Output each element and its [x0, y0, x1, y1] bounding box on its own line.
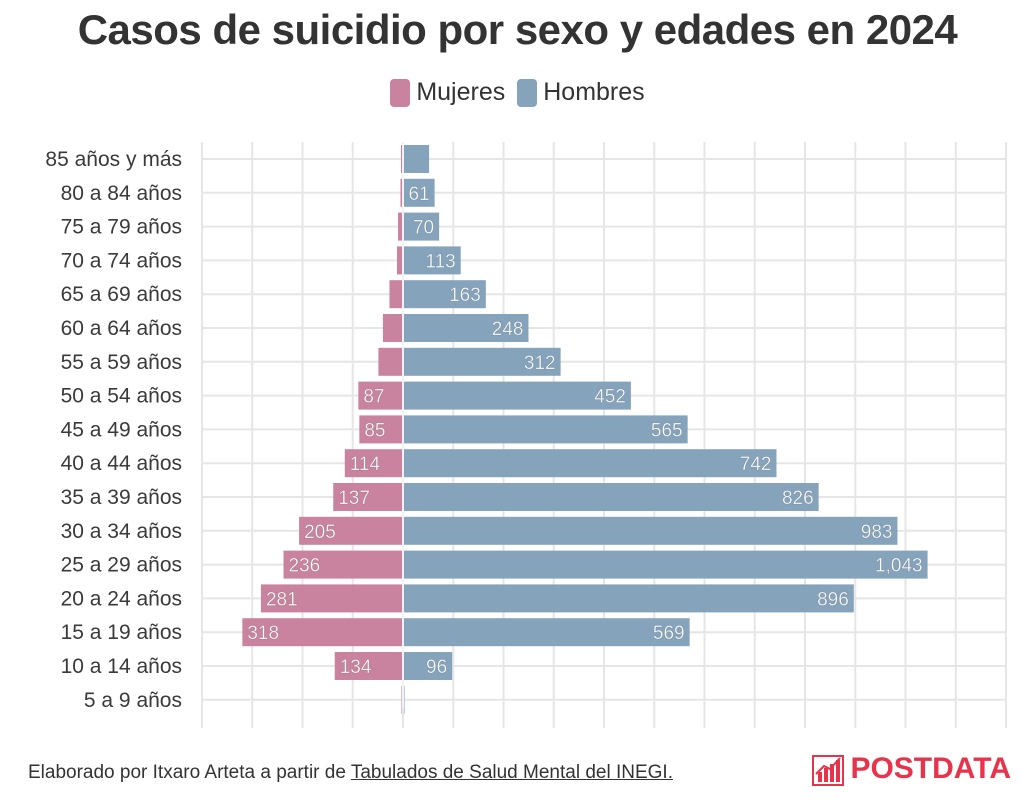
men-value-label: 248	[492, 319, 524, 340]
category-label: 80 a 84 años	[61, 182, 182, 205]
men-value-label: 983	[861, 522, 893, 543]
women-bar	[400, 145, 402, 173]
men-bar	[404, 347, 561, 376]
category-label: 55 a 59 años	[61, 351, 182, 374]
women-value-label: 318	[247, 623, 279, 644]
women-bar	[283, 550, 402, 579]
men-value-label: 163	[449, 285, 481, 306]
men-bar	[404, 584, 854, 613]
women-bar	[396, 246, 402, 275]
category-label: 85 años y más	[45, 148, 182, 171]
women-bar	[359, 415, 402, 444]
women-value-label: 236	[289, 556, 321, 577]
women-bar	[334, 652, 402, 680]
men-value-label: 113	[425, 251, 455, 272]
women-bar	[299, 516, 402, 545]
category-label: 20 a 24 años	[61, 587, 182, 610]
men-bar	[404, 212, 440, 241]
legend-label-men: Hombres	[543, 78, 645, 106]
women-value-label: 114	[350, 454, 381, 475]
category-label: 35 a 39 años	[61, 486, 182, 509]
brand-logo: POSTDATA	[812, 752, 1011, 786]
men-bar	[404, 652, 453, 680]
women-value-label: 205	[304, 522, 336, 543]
category-label: 45 a 49 años	[61, 418, 182, 441]
source-link[interactable]: Tabulados de Salud Mental del INEGI.	[350, 762, 673, 783]
men-value-label: 61	[408, 184, 429, 205]
category-label: 10 a 14 años	[61, 655, 182, 678]
category-label: 70 a 74 años	[61, 249, 182, 272]
women-bar	[260, 584, 402, 613]
women-bar	[401, 685, 402, 714]
category-label: 40 a 44 años	[61, 452, 182, 475]
category-label: 50 a 54 años	[61, 385, 182, 408]
men-bar	[404, 145, 430, 173]
women-value-label: 137	[338, 488, 370, 509]
women-bar	[400, 178, 402, 207]
women-bar	[397, 212, 402, 241]
bar-chart-logo-icon	[812, 755, 845, 786]
men-bar	[404, 381, 631, 410]
men-bar	[404, 516, 898, 545]
men-value-label: 565	[651, 420, 683, 441]
men-bar	[404, 550, 928, 579]
women-value-label: 281	[266, 589, 298, 610]
legend-item-women: Mujeres	[390, 78, 505, 107]
footer-credit: Elaborado por Itxaro Arteta a partir de …	[28, 762, 673, 784]
category-label: 5 a 9 años	[84, 689, 182, 712]
category-label: 30 a 34 años	[61, 520, 182, 543]
men-bar	[404, 685, 405, 714]
men-bar	[404, 618, 690, 647]
men-bar	[404, 314, 529, 342]
men-value-label: 896	[817, 589, 849, 610]
men-bar	[404, 280, 486, 309]
legend-swatch-men	[517, 78, 538, 107]
men-bar	[404, 415, 688, 444]
men-value-label: 1,043	[875, 556, 923, 577]
men-value-label: 312	[524, 353, 556, 374]
women-value-label: 87	[363, 387, 384, 408]
men-bar	[404, 483, 819, 511]
men-value-label: 742	[740, 454, 772, 475]
women-bar	[382, 314, 402, 342]
men-value-label: 70	[413, 218, 434, 239]
women-bar	[344, 449, 402, 478]
category-label: 75 a 79 años	[61, 216, 182, 239]
men-value-label: 569	[653, 623, 685, 644]
men-bar	[404, 246, 461, 275]
men-value-label: 96	[426, 657, 447, 678]
brand-name: POSTDATA	[850, 752, 1011, 785]
category-label: 65 a 69 años	[61, 283, 182, 306]
category-label: 15 a 19 años	[61, 621, 182, 644]
men-value-label: 452	[594, 387, 626, 408]
legend: Mujeres Hombres	[0, 78, 1035, 107]
women-bar	[358, 381, 402, 410]
women-bar	[333, 483, 402, 511]
legend-item-men: Hombres	[517, 78, 645, 107]
footer-credit-text: Elaborado por Itxaro Arteta a partir de	[28, 762, 351, 783]
pyramid-chart: 85 años y más 80 a 84 años 61 75 a 79 años 7…	[45, 142, 1007, 728]
women-bar	[389, 280, 402, 309]
category-label: 25 a 29 años	[61, 554, 182, 577]
category-label: 60 a 64 años	[61, 317, 182, 340]
legend-label-women: Mujeres	[416, 78, 506, 106]
women-bar	[242, 618, 402, 647]
men-bar	[404, 449, 777, 478]
chart-title: Casos de suicidio por sexo y edades en 2…	[77, 6, 958, 53]
men-bar	[404, 178, 435, 207]
men-value-label: 826	[782, 488, 814, 509]
women-bar	[378, 347, 402, 376]
women-value-label: 85	[364, 420, 385, 441]
legend-swatch-women	[390, 78, 411, 107]
women-value-label: 134	[340, 657, 372, 678]
